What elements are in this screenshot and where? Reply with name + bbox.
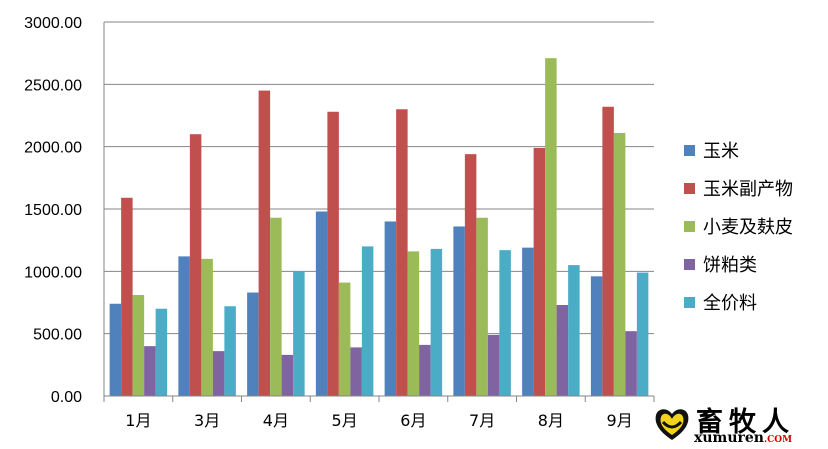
bar [338,282,351,396]
bar [419,344,431,396]
legend-label: 玉米副产物 [703,179,793,200]
bar [144,346,156,396]
legend-label: 全价料 [703,293,757,314]
legend-swatch [684,259,695,270]
bar [327,111,339,396]
bar [270,217,282,396]
y-tick-label: 2500.00 [24,77,82,94]
legend-label: 饼粕类 [703,255,757,276]
bar [155,308,168,396]
bar [247,292,259,396]
bar [476,217,488,396]
legend-swatch [684,183,695,194]
x-tick-label: 9月 [607,411,633,430]
bar [109,303,122,396]
bar [556,304,569,396]
watermark-domain-name: xumuren [694,430,764,446]
bar [613,132,626,396]
bar [189,134,202,396]
watermark-name: 畜牧人 [696,407,795,438]
bar [545,58,557,397]
y-tick-label: 3000.00 [24,15,82,32]
legend-label: 玉米 [703,141,739,162]
bar [281,354,294,396]
bars [109,58,649,397]
legend-swatch [684,145,695,156]
bar [407,251,420,396]
heart-logo-icon [655,409,689,440]
bar [590,276,603,396]
watermark-logo: 畜牧人 xumuren.COM [652,402,824,446]
bar [636,272,649,396]
bar [568,265,580,396]
x-tick-labels: 1月 3月 4月 5月 6月 7月 8月 9月 [125,411,632,430]
bar [224,306,236,396]
bar [499,250,511,396]
legend-swatch [684,297,695,308]
bar [178,256,190,396]
bar [350,347,362,396]
x-tick-label: 4月 [263,411,289,430]
x-tick-label: 6月 [400,411,426,430]
bar [464,154,477,396]
bar [602,106,614,397]
bar [121,197,133,396]
x-tick-label: 3月 [194,411,220,430]
axes [103,22,655,402]
bar [212,351,225,396]
bar [258,90,271,397]
bar [315,211,328,396]
x-tick-label: 5月 [332,411,358,430]
x-tick-label: 8月 [538,411,564,430]
bar [487,334,500,396]
bar [361,246,374,396]
y-tick-label: 1500.00 [24,202,82,219]
bar [522,247,534,396]
bar [396,109,408,397]
legend-label: 小麦及麸皮 [703,217,793,238]
bar [625,331,637,396]
watermark-domain: xumuren.COM [694,430,792,446]
watermark-tld: .COM [763,435,793,445]
bar [533,147,546,396]
bar [201,258,213,396]
bar [293,271,305,396]
x-tick-label: 7月 [469,411,495,430]
y-tick-labels: 0.00 500.00 1000.00 1500.00 2000.00 2500.00 30… [24,15,82,406]
bar [384,221,397,396]
y-tick-label: 0.00 [51,389,82,406]
bar [453,226,465,396]
x-tick-label: 1月 [125,411,151,430]
bar [430,248,443,396]
y-tick-label: 500.00 [33,327,82,344]
y-tick-label: 2000.00 [24,140,82,157]
y-tick-label: 1000.00 [24,264,82,281]
legend-swatch [684,221,695,232]
bar [132,295,145,396]
